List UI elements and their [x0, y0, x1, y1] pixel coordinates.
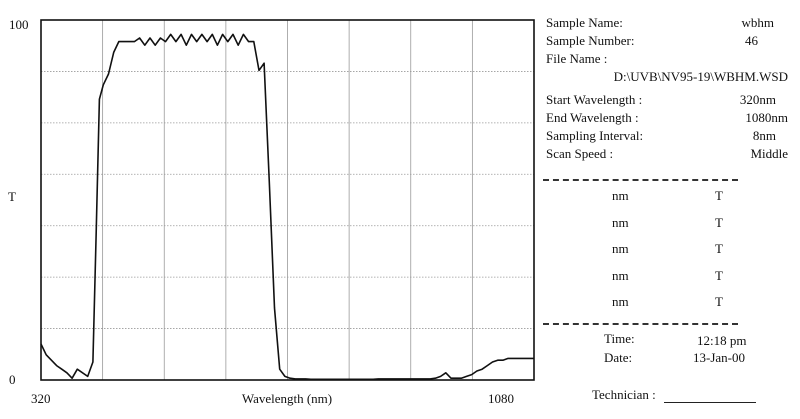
sample-name-label: Sample Name: [546, 15, 623, 30]
sampling-interval-row: Sampling Interval: 8nm [546, 127, 788, 145]
transmittance-chart: 100 0 T 320 1080 Wavelength (nm) [8, 17, 535, 406]
nm-label: nm [612, 188, 629, 203]
sample-number-label: Sample Number: [546, 33, 635, 48]
scan-speed-row: Scan Speed : Middle [546, 145, 788, 163]
nm-t-table: nm T nm T nm T nm T nm T [600, 183, 750, 316]
x-axis-label: Wavelength (nm) [242, 391, 332, 406]
dashed-divider-top [543, 179, 738, 181]
date-label: Date: [604, 350, 633, 365]
sampling-interval-value: 8nm [752, 128, 776, 143]
nm-t-row: nm T [600, 183, 750, 210]
sample-info-panel: Sample Name: wbhm Sample Number: 46 File… [546, 14, 788, 163]
sample-number-value: 46 [745, 33, 758, 48]
nm-label: nm [612, 294, 629, 309]
nm-label: nm [612, 267, 629, 283]
nm-label: nm [612, 214, 629, 230]
file-name-value: D:\UVB\NV95-19\WBHM.WSD [613, 69, 788, 84]
time-value: 12:18 pm [697, 333, 747, 348]
y-tick-label-max: 100 [9, 17, 29, 32]
y-tick-label-min: 0 [9, 372, 16, 387]
t-label: T [715, 294, 723, 309]
start-wavelength-row: Start Wavelength : 320nm [546, 91, 788, 109]
nm-t-row: nm T [600, 263, 750, 290]
plot-frame [40, 19, 535, 381]
sampling-interval-label: Sampling Interval: [546, 128, 644, 143]
transmittance-line [40, 33, 534, 381]
t-label: T [715, 241, 723, 256]
end-wavelength-row: End Wavelength : 1080nm [546, 109, 788, 127]
nm-label: nm [612, 241, 629, 256]
technician-label: Technician : [592, 387, 656, 402]
scan-speed-label: Scan Speed : [546, 146, 614, 161]
chart-grid [41, 20, 534, 380]
end-wavelength-label: End Wavelength : [546, 110, 639, 125]
sample-name-row: Sample Name: wbhm [546, 14, 788, 32]
x-tick-label-min: 320 [31, 391, 51, 406]
file-name-label: File Name : [546, 51, 608, 66]
nm-t-row: nm T [600, 210, 750, 237]
sample-name-value: wbhm [741, 15, 775, 30]
nm-t-row: nm T [600, 289, 750, 316]
sample-number-row: Sample Number: 46 [546, 32, 788, 50]
end-wavelength-value: 1080nm [745, 110, 788, 125]
date-value: 13-Jan-00 [693, 350, 745, 365]
technician-row: Technician : [592, 387, 756, 403]
t-label: T [715, 188, 723, 203]
time-label: Time: [604, 331, 635, 346]
y-axis-label: T [8, 189, 16, 204]
t-label: T [715, 214, 723, 230]
nm-t-row: nm T [600, 236, 750, 263]
technician-signature-line [663, 390, 756, 403]
x-tick-label-max: 1080 [488, 391, 514, 406]
start-wavelength-label: Start Wavelength : [546, 92, 643, 107]
scan-speed-value: Middle [750, 146, 788, 161]
file-name-row: File Name : [546, 50, 788, 68]
start-wavelength-value: 320nm [739, 92, 776, 107]
dashed-divider-bottom [543, 323, 738, 325]
t-label: T [715, 267, 723, 283]
